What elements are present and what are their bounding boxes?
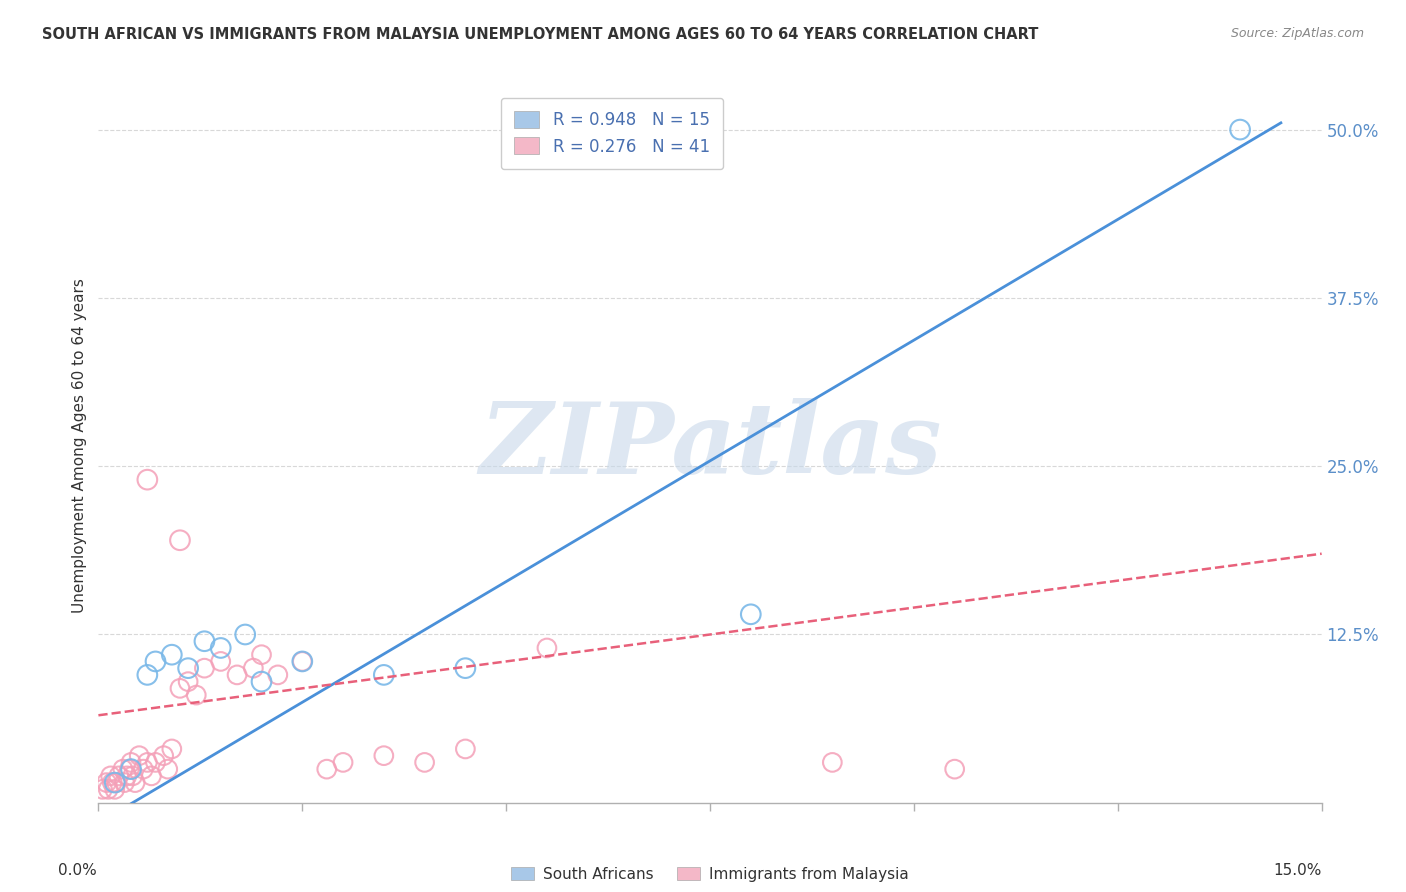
Point	[193, 661, 215, 675]
Text: SOUTH AFRICAN VS IMMIGRANTS FROM MALAYSIA UNEMPLOYMENT AMONG AGES 60 TO 64 YEARS: SOUTH AFRICAN VS IMMIGRANTS FROM MALAYSI…	[42, 27, 1039, 42]
Point	[141, 769, 163, 783]
Point	[101, 775, 124, 789]
Text: ZIPatlas: ZIPatlas	[479, 398, 941, 494]
Point	[145, 655, 167, 669]
Point	[136, 756, 159, 770]
Point	[121, 769, 143, 783]
Point	[97, 782, 120, 797]
Point	[1229, 122, 1251, 136]
Point	[233, 627, 256, 641]
Point	[120, 756, 142, 770]
Point	[100, 769, 122, 783]
Point	[373, 748, 395, 763]
Point	[160, 648, 183, 662]
Point	[226, 668, 249, 682]
Point	[104, 782, 127, 797]
Point	[740, 607, 762, 622]
Point	[943, 762, 966, 776]
Point	[108, 769, 131, 783]
Point	[105, 775, 128, 789]
Point	[177, 661, 200, 675]
Point	[291, 655, 314, 669]
Point	[250, 674, 273, 689]
Point	[315, 762, 337, 776]
Legend: South Africans, Immigrants from Malaysia: South Africans, Immigrants from Malaysia	[505, 861, 915, 888]
Point	[114, 775, 136, 789]
Y-axis label: Unemployment Among Ages 60 to 64 years: Unemployment Among Ages 60 to 64 years	[72, 278, 87, 614]
Text: 15.0%: 15.0%	[1274, 863, 1322, 879]
Point	[291, 655, 314, 669]
Point	[250, 648, 273, 662]
Point	[120, 762, 142, 776]
Point	[242, 661, 264, 675]
Point	[115, 769, 138, 783]
Point	[111, 762, 134, 776]
Point	[136, 668, 159, 682]
Point	[152, 748, 174, 763]
Point	[136, 473, 159, 487]
Point	[332, 756, 354, 770]
Point	[160, 742, 183, 756]
Point	[118, 762, 141, 776]
Point	[132, 762, 155, 776]
Point	[186, 688, 208, 702]
Point	[821, 756, 844, 770]
Point	[209, 640, 232, 655]
Point	[454, 742, 477, 756]
Text: Source: ZipAtlas.com: Source: ZipAtlas.com	[1230, 27, 1364, 40]
Point	[413, 756, 436, 770]
Point	[104, 775, 127, 789]
Point	[96, 775, 118, 789]
Point	[536, 640, 558, 655]
Point	[267, 668, 290, 682]
Point	[193, 634, 215, 648]
Point	[373, 668, 395, 682]
Point	[169, 681, 191, 696]
Point	[128, 748, 150, 763]
Point	[91, 782, 114, 797]
Point	[124, 775, 146, 789]
Point	[454, 661, 477, 675]
Point	[177, 674, 200, 689]
Point	[209, 655, 232, 669]
Text: 0.0%: 0.0%	[58, 863, 97, 879]
Point	[169, 533, 191, 548]
Point	[156, 762, 179, 776]
Point	[145, 756, 167, 770]
